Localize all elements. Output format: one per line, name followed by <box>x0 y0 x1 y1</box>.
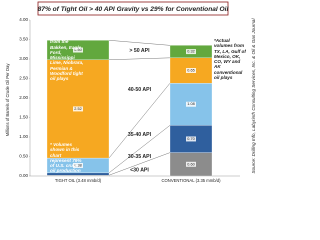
value-label: 0.50 <box>74 48 81 52</box>
value-label: 0.70 <box>187 137 194 141</box>
connector <box>108 57 171 60</box>
value-box <box>186 68 196 74</box>
series-label: <30 API <box>130 167 149 173</box>
x-tick-label: TIGHT OIL (3.48 mmb/d) <box>55 178 102 183</box>
y-tick-label: 3.00 <box>19 56 28 61</box>
connector <box>108 125 171 174</box>
value-label: 0.65 <box>187 69 194 73</box>
value-box <box>186 161 196 167</box>
value-label: 1.08 <box>187 102 194 106</box>
series-label: 35-40 API <box>128 132 152 138</box>
value-label: 0.32 <box>187 50 194 54</box>
connector <box>108 40 171 46</box>
y-tick-label: 3.50 <box>19 37 28 42</box>
annotation-box: * Volumes shown in this chart represent … <box>50 142 82 174</box>
title-box <box>37 1 229 16</box>
y-tick-label: 4.00 <box>19 17 28 22</box>
chart-title: 87% of Tight Oil > 40 API Gravity vs 29%… <box>38 6 229 13</box>
value-label: 2.52 <box>74 107 81 111</box>
connector <box>108 152 171 176</box>
source: Source: Drilling Info, Labyrinth Consult… <box>251 18 256 174</box>
annotation-box: *Actual volumes from TX, LA, Gulf of Mex… <box>214 38 246 80</box>
value-label: 0.60 <box>187 162 194 166</box>
y-tick-label: 0.00 <box>19 173 28 178</box>
annotation: *Actual volumes from TX, LA, Gulf of Mex… <box>214 38 246 80</box>
value-box <box>186 101 196 107</box>
series-label: 30-35 API <box>128 154 152 160</box>
value-box <box>73 162 83 168</box>
chart: 87% of Tight Oil > 40 API Gravity vs 29%… <box>5 1 256 183</box>
value-label: 0.38 <box>74 163 81 167</box>
y-tick-label: 2.00 <box>19 95 28 100</box>
annotation: * Volumes shown in this chart represent … <box>50 142 82 174</box>
y-tick-label: 1.50 <box>19 115 28 120</box>
series-label: > 50 API <box>129 48 150 54</box>
series-label: 40-50 API <box>128 87 152 93</box>
annotation: *Actual volumes from the Bakken, Eagle F… <box>50 34 86 82</box>
y-tick-label: 2.50 <box>19 76 28 81</box>
value-box <box>186 49 196 55</box>
value-box <box>73 47 83 53</box>
value-box <box>73 106 83 112</box>
y-axis-label: Millions of Barrels of Crude Oil Per Day <box>5 63 10 137</box>
annotation-box: *Actual volumes from the Bakken, Eagle F… <box>50 34 86 82</box>
y-tick-label: 1.00 <box>19 134 28 139</box>
value-box <box>186 136 196 142</box>
y-tick-label: 0.50 <box>19 154 28 159</box>
connector <box>108 83 171 159</box>
x-tick-label: CONVENTIONAL (3.35 mmb/d) <box>162 178 222 183</box>
